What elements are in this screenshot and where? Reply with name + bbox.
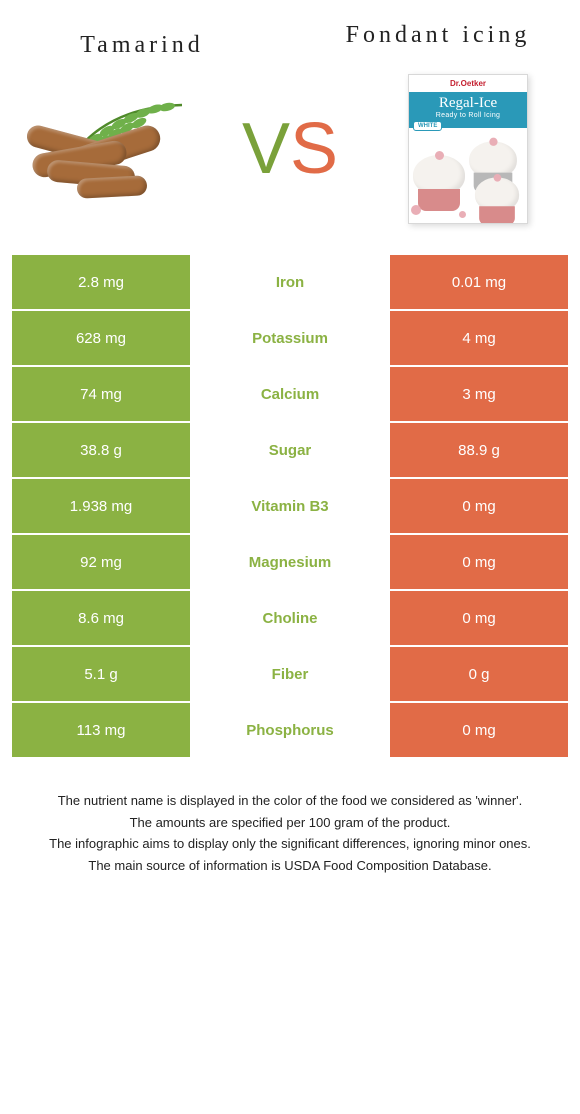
images-row: VS Dr.Oetker Regal-Ice Ready to Roll Ici… xyxy=(12,69,568,229)
header: Tamarind Fondant icing xyxy=(12,20,568,59)
right-value: 4 mg xyxy=(390,311,568,365)
nutrient-label: Vitamin B3 xyxy=(190,479,390,533)
nutrient-label: Fiber xyxy=(190,647,390,701)
vs-label: VS xyxy=(242,108,338,190)
table-row: 2.8 mgIron0.01 mg xyxy=(12,253,568,309)
right-food-image: Dr.Oetker Regal-Ice Ready to Roll Icing … xyxy=(368,79,568,219)
right-value: 0 mg xyxy=(390,703,568,757)
left-value: 1.938 mg xyxy=(12,479,190,533)
comparison-infographic: Tamarind Fondant icing xyxy=(0,0,580,889)
left-value: 92 mg xyxy=(12,535,190,589)
nutrient-label: Potassium xyxy=(190,311,390,365)
table-row: 113 mgPhosphorus0 mg xyxy=(12,701,568,757)
footnote-line: The amounts are specified per 100 gram o… xyxy=(16,813,564,833)
table-row: 38.8 gSugar88.9 g xyxy=(12,421,568,477)
left-value: 74 mg xyxy=(12,367,190,421)
left-value: 113 mg xyxy=(12,703,190,757)
left-value: 2.8 mg xyxy=(12,255,190,309)
nutrient-label: Sugar xyxy=(190,423,390,477)
footnote-line: The main source of information is USDA F… xyxy=(16,856,564,876)
left-food-title: Tamarind xyxy=(12,20,272,59)
vs-s: S xyxy=(290,108,338,190)
left-value: 38.8 g xyxy=(12,423,190,477)
right-value: 0 g xyxy=(390,647,568,701)
right-value: 0 mg xyxy=(390,479,568,533)
table-row: 8.6 mgCholine0 mg xyxy=(12,589,568,645)
left-food-image xyxy=(12,79,212,219)
table-row: 74 mgCalcium3 mg xyxy=(12,365,568,421)
right-food-title: Fondant icing xyxy=(308,20,568,51)
vs-v: V xyxy=(242,108,290,190)
table-row: 1.938 mgVitamin B30 mg xyxy=(12,477,568,533)
nutrient-label: Calcium xyxy=(190,367,390,421)
footnote-line: The nutrient name is displayed in the co… xyxy=(16,791,564,811)
right-value: 0 mg xyxy=(390,535,568,589)
right-value: 0 mg xyxy=(390,591,568,645)
fondant-subline: Ready to Roll Icing xyxy=(409,112,527,119)
left-value: 628 mg xyxy=(12,311,190,365)
fondant-brand: Dr.Oetker xyxy=(409,75,527,88)
nutrient-label: Magnesium xyxy=(190,535,390,589)
right-value: 3 mg xyxy=(390,367,568,421)
table-row: 628 mgPotassium4 mg xyxy=(12,309,568,365)
fondant-box-illustration: Dr.Oetker Regal-Ice Ready to Roll Icing … xyxy=(408,74,528,224)
right-value: 0.01 mg xyxy=(390,255,568,309)
table-row: 5.1 gFiber0 g xyxy=(12,645,568,701)
fondant-product: Regal-Ice xyxy=(409,95,527,112)
left-value: 5.1 g xyxy=(12,647,190,701)
footnote-line: The infographic aims to display only the… xyxy=(16,834,564,854)
right-value: 88.9 g xyxy=(390,423,568,477)
nutrient-table: 2.8 mgIron0.01 mg628 mgPotassium4 mg74 m… xyxy=(12,253,568,757)
footnotes: The nutrient name is displayed in the co… xyxy=(12,791,568,875)
nutrient-label: Iron xyxy=(190,255,390,309)
nutrient-label: Choline xyxy=(190,591,390,645)
tamarind-illustration xyxy=(22,89,202,209)
left-value: 8.6 mg xyxy=(12,591,190,645)
table-row: 92 mgMagnesium0 mg xyxy=(12,533,568,589)
nutrient-label: Phosphorus xyxy=(190,703,390,757)
